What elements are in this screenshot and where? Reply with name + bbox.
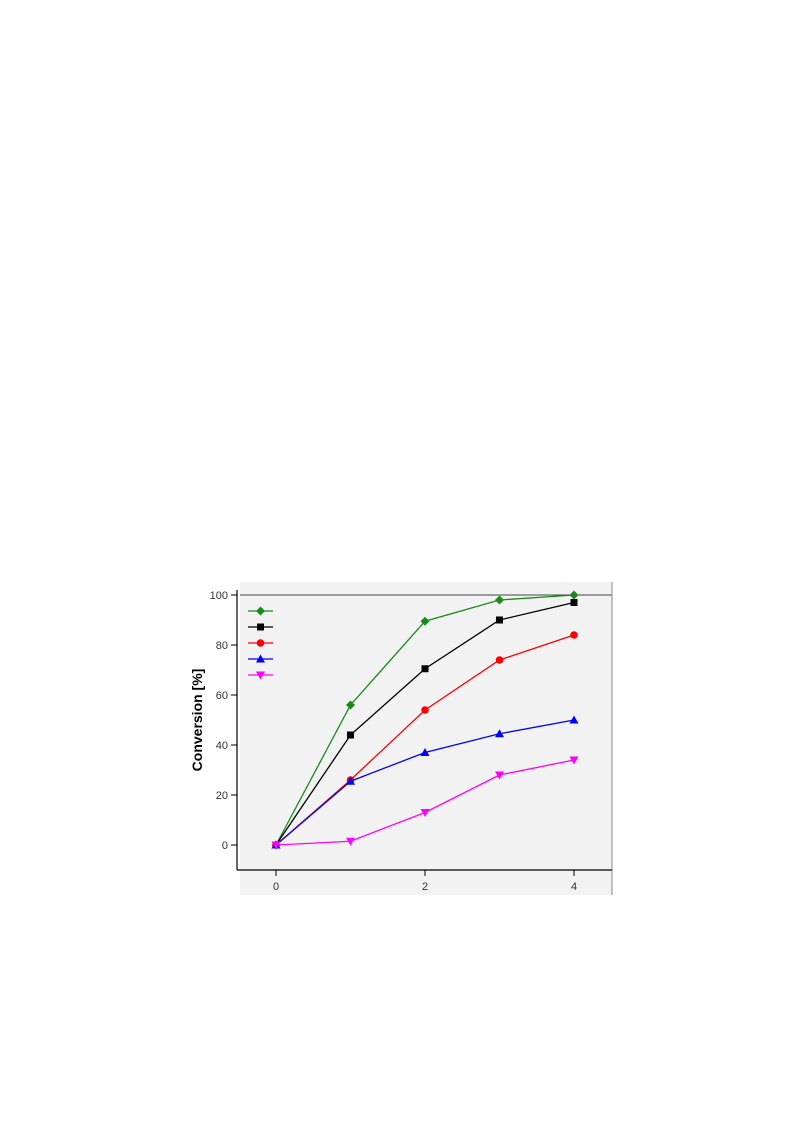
y-tick-label: 40 (216, 740, 228, 752)
data-point (495, 595, 504, 605)
legend-marker (256, 639, 265, 647)
y-tick-label: 60 (216, 690, 228, 702)
x-tick-label: 0 (273, 881, 279, 893)
legend (248, 606, 273, 680)
y-tick-label: 20 (216, 790, 228, 802)
data-point (346, 700, 355, 710)
series-5 (271, 756, 579, 850)
legend-entry (248, 623, 273, 631)
data-point (569, 715, 579, 724)
data-point (271, 841, 281, 850)
plot-area (240, 582, 612, 895)
data-point (420, 616, 430, 626)
data-point (346, 837, 355, 846)
data-point (495, 656, 504, 664)
series-layer (271, 590, 579, 850)
x-axis-ticks: 0 2 4 (273, 870, 577, 893)
x-tick-label: 4 (571, 881, 577, 893)
data-point (570, 599, 578, 606)
data-point (421, 706, 429, 714)
data-point (420, 748, 430, 756)
data-point (420, 809, 430, 817)
legend-marker (256, 654, 265, 663)
data-point (569, 590, 579, 600)
legend-entry (248, 671, 273, 680)
data-point (495, 771, 504, 780)
legend-marker (256, 671, 265, 680)
data-point (496, 616, 503, 624)
data-point (569, 756, 579, 765)
y-tick-label: 100 (210, 590, 228, 602)
data-point (346, 776, 355, 785)
y-tick-label: 80 (216, 640, 228, 652)
legend-entry (248, 654, 273, 663)
legend-marker (256, 606, 265, 616)
data-point (495, 729, 504, 738)
data-point (421, 665, 429, 673)
x-tick-label: 2 (422, 881, 428, 893)
y-axis-title: Conversion [%] (189, 669, 205, 772)
legend-entry (248, 639, 273, 647)
legend-marker (257, 623, 264, 631)
y-tick-label: 0 (222, 840, 228, 852)
y-axis-ticks: 0 20 40 60 80 100 (210, 590, 237, 852)
data-point (347, 731, 354, 739)
legend-entry (248, 606, 273, 616)
data-point (570, 631, 578, 639)
